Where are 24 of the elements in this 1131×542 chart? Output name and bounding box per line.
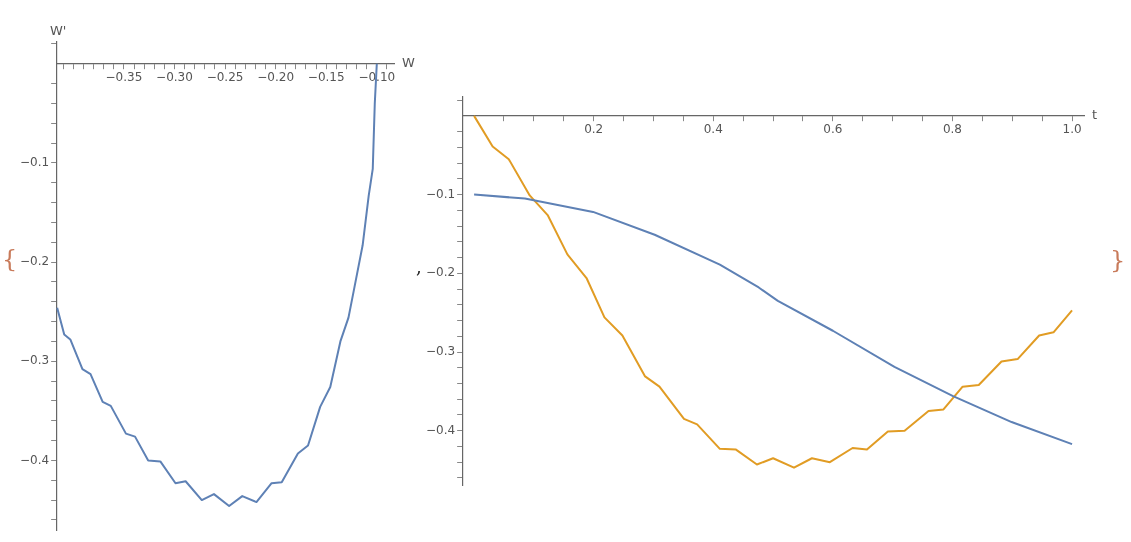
x-tick-label: 0.4 <box>703 122 723 137</box>
text: , <box>416 255 422 279</box>
y-tick-label: −0.3 <box>20 353 50 368</box>
x-axis-title: t <box>1092 107 1098 123</box>
x-axis-title: W <box>402 55 415 71</box>
y-axis-title: W' <box>49 22 67 38</box>
x-tick-label: −0.25 <box>206 70 244 85</box>
y-tick-label: −0.4 <box>426 422 456 437</box>
text: { <box>2 245 18 273</box>
x-tick-label: 0.2 <box>584 122 604 137</box>
y-tick-label: −0.1 <box>20 155 50 170</box>
x-tick-label: −0.20 <box>257 70 295 85</box>
x-tick-label: −0.30 <box>156 70 193 85</box>
y-tick-label: −0.2 <box>20 254 50 269</box>
x-tick-label: −0.35 <box>105 70 143 85</box>
x-tick-label: 1.0 <box>1062 122 1082 137</box>
x-tick-label: −0.15 <box>307 70 345 85</box>
text: } <box>1110 246 1126 274</box>
y-tick-label: −0.1 <box>426 186 456 201</box>
y-tick-label: −0.3 <box>426 344 456 359</box>
x-tick-label: 0.6 <box>823 122 843 137</box>
x-tick-label: 0.8 <box>942 122 962 137</box>
y-tick-label: −0.2 <box>426 265 456 280</box>
y-tick-label: −0.4 <box>20 452 50 467</box>
